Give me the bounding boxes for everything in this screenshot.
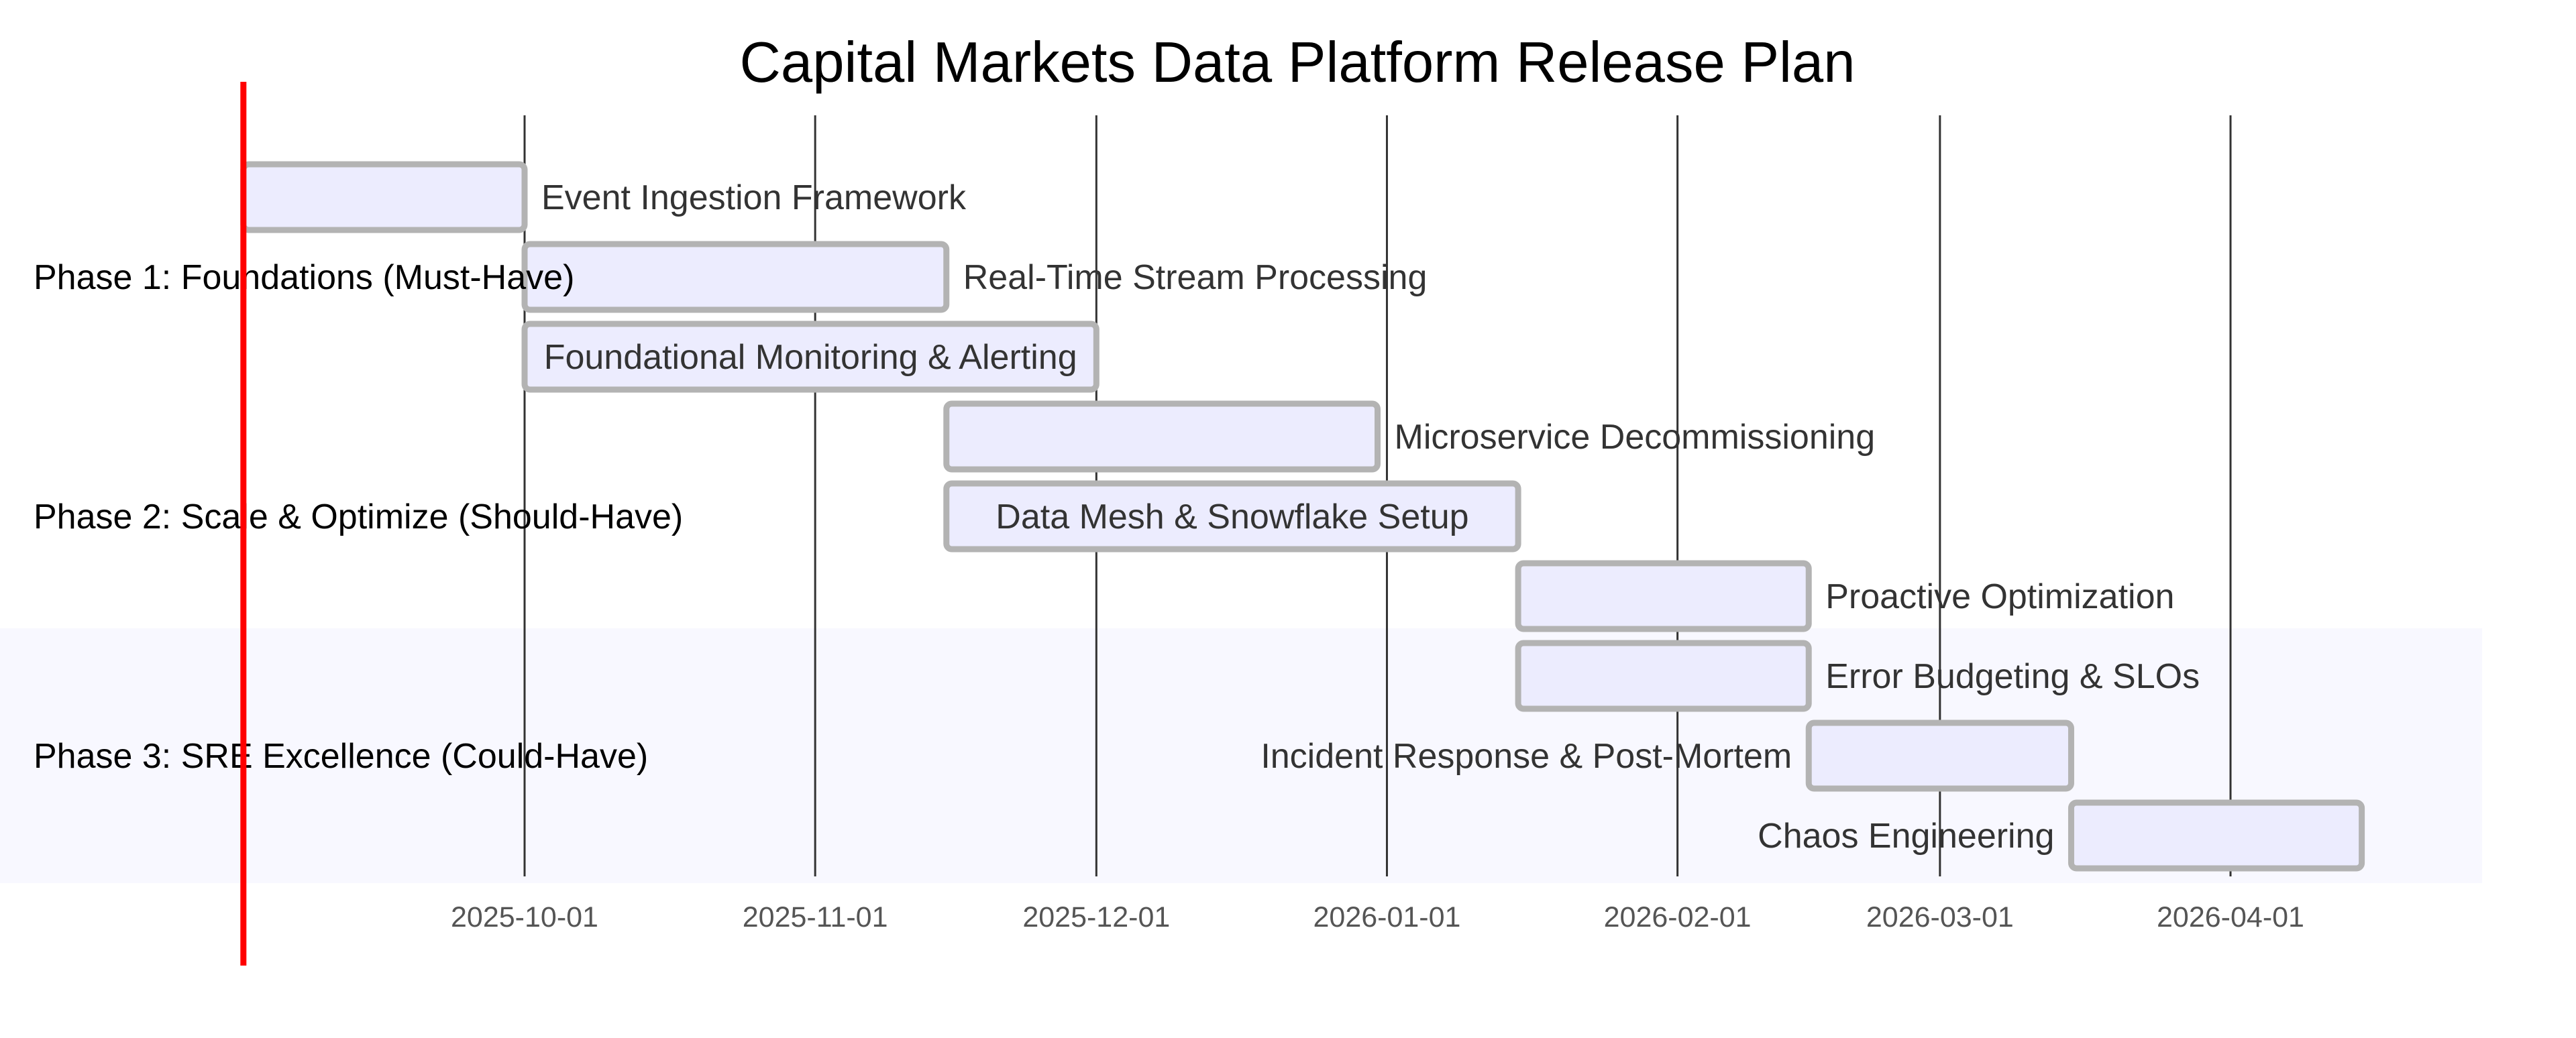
- task-bar: [521, 241, 950, 313]
- section-label: Phase 2: Scale & Optimize (Should-Have): [34, 498, 683, 536]
- task-label: Incident Response & Post-Mortem: [1260, 737, 1792, 776]
- section-label: Phase 3: SRE Excellence (Could-Have): [34, 737, 648, 776]
- task-bar: [1515, 560, 1812, 632]
- task-bar: [521, 321, 1099, 393]
- x-tick-label: 2025-11-01: [743, 901, 888, 933]
- task-label: Chaos Engineering: [1758, 817, 2054, 856]
- section-label: Phase 1: Foundations (Must-Have): [34, 258, 574, 297]
- x-axis-ticks: 2025-10-01 2025-11-01 2025-12-01 2026-01-01…: [451, 901, 2304, 933]
- x-tick-label: 2026-04-01: [2157, 901, 2304, 933]
- task-labels: Event Ingestion Framework Real-Time Strea…: [541, 178, 2200, 856]
- task-label: Foundational Monitoring & Alerting: [544, 338, 1077, 377]
- x-tick-label: 2026-03-01: [1866, 901, 2014, 933]
- x-tick-label: 2025-10-01: [451, 901, 598, 933]
- task-bar: [2068, 799, 2365, 872]
- task-label: Microservice Decommissioning: [1395, 418, 1876, 457]
- task-label: Real-Time Stream Processing: [963, 258, 1428, 297]
- task-bar: [943, 400, 1381, 473]
- task-bar: [1515, 640, 1812, 712]
- chart-title: Capital Markets Data Platform Release Pl…: [740, 31, 1856, 95]
- task-bar: [240, 161, 528, 233]
- section-labels: Phase 1: Foundations (Must-Have) Phase 2:…: [34, 258, 683, 776]
- task-label: Proactive Optimization: [1825, 577, 2174, 616]
- task-bar: [943, 480, 1521, 553]
- x-tick-label: 2026-01-01: [1313, 901, 1460, 933]
- task-label: Error Budgeting & SLOs: [1825, 657, 2200, 696]
- task-bars: [240, 161, 2365, 872]
- task-label: Data Mesh & Snowflake Setup: [996, 498, 1468, 536]
- task-bar: [1805, 719, 2074, 792]
- x-tick-label: 2026-02-01: [1604, 901, 1752, 933]
- task-label: Event Ingestion Framework: [541, 178, 967, 217]
- x-tick-label: 2025-12-01: [1022, 901, 1170, 933]
